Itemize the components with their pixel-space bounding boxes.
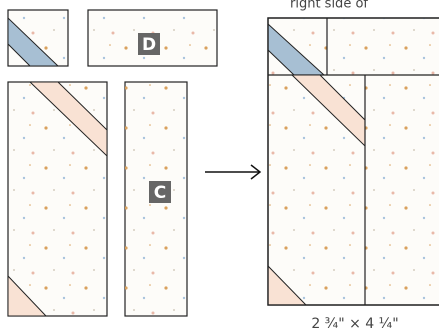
label-c: C	[154, 183, 166, 203]
assembled-block	[267, 17, 439, 306]
small-square	[7, 9, 69, 67]
label-d: D	[142, 35, 156, 55]
piece-c: C	[124, 81, 188, 317]
piece-d: D	[87, 9, 218, 67]
caption: 2 ¾" × 4 ¼"	[311, 316, 398, 332]
arrow	[205, 164, 262, 180]
tall-piece	[7, 81, 108, 317]
header: right side of	[290, 0, 368, 12]
